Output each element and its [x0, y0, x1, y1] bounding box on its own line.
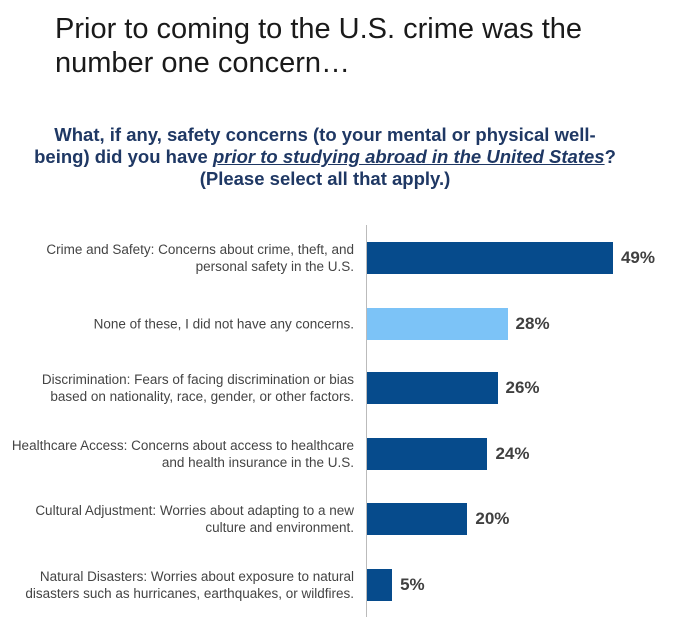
bar [367, 308, 508, 340]
subtitle-text: ? (Please select all that apply.) [199, 146, 616, 189]
value-label: 20% [475, 509, 510, 528]
category-label: Cultural Adjustment: Worries about adapt… [35, 503, 354, 535]
axis-line [366, 225, 367, 617]
chart-subtitle: What, if any, safety concerns (to your m… [30, 124, 620, 190]
bar [367, 503, 468, 535]
value-label: 49% [620, 248, 655, 267]
category-label: Healthcare Access: Concerns about access… [11, 438, 354, 470]
subtitle-text: What, if any, safety concerns (to your m… [34, 124, 596, 167]
value-label: 5% [400, 575, 425, 594]
category-label: Discrimination: Fears of facing discrimi… [41, 372, 354, 404]
bar [367, 242, 613, 274]
subtitle-emphasis: prior to studying abroad in the United S… [212, 146, 605, 167]
bar [367, 372, 498, 404]
value-label: 28% [515, 314, 550, 333]
category-label: None of these, I did not have any concer… [93, 316, 354, 332]
bar [367, 438, 488, 470]
bar [367, 569, 393, 601]
category-label: Natural Disasters: Worries about exposur… [25, 569, 354, 601]
value-label: 26% [505, 378, 540, 397]
chart-title: Prior to coming to the U.S. crime was th… [55, 13, 583, 79]
value-label: 24% [495, 444, 530, 463]
category-label: Crime and Safety: Concerns about crime, … [46, 242, 354, 274]
